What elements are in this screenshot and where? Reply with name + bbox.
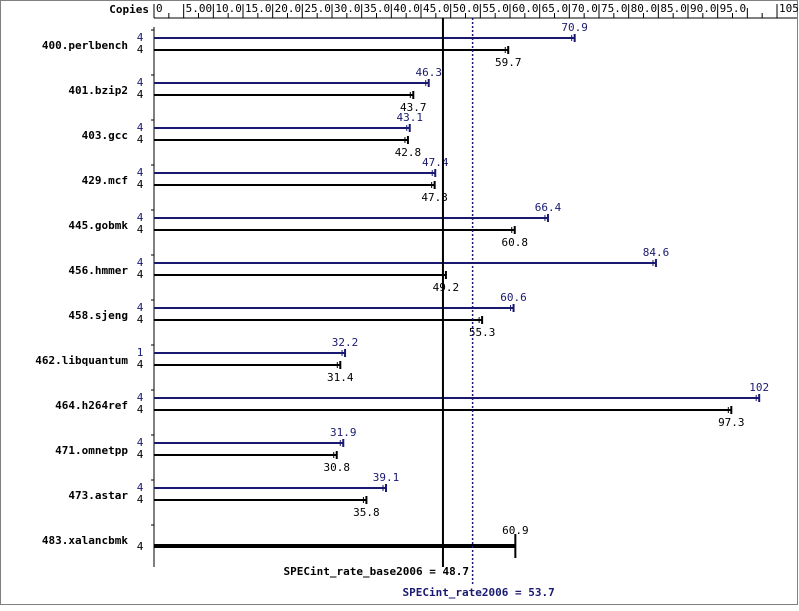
benchmark-label: 429.mcf (82, 174, 128, 187)
copies-header: Copies (109, 3, 149, 16)
data-label-base: 43.7 (400, 101, 427, 114)
data-label-peak: 39.1 (373, 471, 400, 484)
benchmark-label: 456.hmmer (68, 264, 128, 277)
copies-peak: 4 (137, 76, 144, 89)
copies-base: 4 (137, 178, 144, 191)
data-label-peak: 31.9 (330, 426, 357, 439)
benchmark-label: 471.omnetpp (55, 444, 128, 457)
copies-base: 4 (137, 358, 144, 371)
data-label-peak: 32.2 (332, 336, 359, 349)
data-label-peak: 102 (749, 381, 769, 394)
x-tick-label: 70.0 (571, 2, 598, 15)
x-tick-label: 75.0 (601, 2, 628, 15)
copies-peak: 4 (137, 391, 144, 404)
copies-base: 4 (137, 313, 144, 326)
benchmark-label: 445.gobmk (68, 219, 128, 232)
x-tick-label: 15.0 (245, 2, 272, 15)
copies-base: 4 (137, 493, 144, 506)
data-label-peak: 60.6 (500, 291, 527, 304)
x-tick-label: 25.0 (304, 2, 331, 15)
data-label-base: 49.2 (433, 281, 460, 294)
x-tick-label: 35.0 (364, 2, 391, 15)
data-label-base: 35.8 (353, 506, 380, 519)
data-label-peak: 66.4 (535, 201, 562, 214)
x-tick-label: 60.0 (512, 2, 539, 15)
data-label-base: 60.8 (501, 236, 528, 249)
data-label-peak: 70.9 (561, 21, 588, 34)
x-tick-label: 105 (779, 2, 799, 15)
x-tick-label: 20.0 (275, 2, 302, 15)
data-label-base: 55.3 (469, 326, 496, 339)
copies-peak: 4 (137, 166, 144, 179)
data-label-base: 97.3 (718, 416, 745, 429)
benchmark-label: 458.sjeng (68, 309, 128, 322)
x-tick-label: 65.0 (542, 2, 569, 15)
x-tick-label: 0 (156, 2, 163, 15)
x-tick-label: 90.0 (690, 2, 717, 15)
data-label-peak: 47.4 (422, 156, 449, 169)
benchmark-label: 400.perlbench (42, 39, 128, 52)
copies-base: 4 (137, 448, 144, 461)
data-label-base: 42.8 (395, 146, 422, 159)
copies-base: 4 (137, 540, 144, 553)
copies-base: 4 (137, 223, 144, 236)
x-tick-label: 45.0 (423, 2, 450, 15)
copies-base: 4 (137, 88, 144, 101)
copies-base: 4 (137, 133, 144, 146)
x-tick-label: 50.0 (453, 2, 480, 15)
copies-base: 4 (137, 43, 144, 56)
benchmark-label: 401.bzip2 (68, 84, 128, 97)
copies-base: 4 (137, 403, 144, 416)
data-label-base: 59.7 (495, 56, 522, 69)
x-tick-label: 80.0 (631, 2, 658, 15)
benchmark-label: 483.xalancbmk (42, 534, 128, 547)
copies-peak: 4 (137, 121, 144, 134)
summary-base-label: SPECint_rate_base2006 = 48.7 (284, 565, 469, 578)
data-label-peak: 84.6 (643, 246, 670, 259)
benchmark-label: 464.h264ref (55, 399, 128, 412)
x-tick-label: 5.00 (186, 2, 213, 15)
benchmark-label: 473.astar (68, 489, 128, 502)
copies-peak: 4 (137, 301, 144, 314)
benchmark-label: 403.gcc (82, 129, 128, 142)
summary-peak-label: SPECint_rate2006 = 53.7 (402, 586, 554, 599)
x-tick-label: 30.0 (334, 2, 361, 15)
x-tick-label: 95.0 (720, 2, 747, 15)
copies-peak: 4 (137, 436, 144, 449)
data-label-peak: 46.3 (415, 66, 442, 79)
x-tick-label: 10.0 (215, 2, 242, 15)
copies-base: 4 (137, 268, 144, 281)
data-label-peak: 43.1 (396, 111, 423, 124)
data-label-base: 60.9 (502, 524, 529, 537)
benchmark-label: 462.libquantum (35, 354, 128, 367)
copies-peak: 4 (137, 31, 144, 44)
x-tick-label: 85.0 (660, 2, 687, 15)
data-label-base: 31.4 (327, 371, 354, 384)
copies-peak: 4 (137, 256, 144, 269)
data-label-base: 30.8 (323, 461, 350, 474)
copies-peak: 4 (137, 211, 144, 224)
x-tick-label: 40.0 (393, 2, 420, 15)
x-tick-label: 55.0 (482, 2, 509, 15)
copies-peak: 1 (137, 346, 144, 359)
data-label-base: 47.3 (421, 191, 448, 204)
copies-peak: 4 (137, 481, 144, 494)
